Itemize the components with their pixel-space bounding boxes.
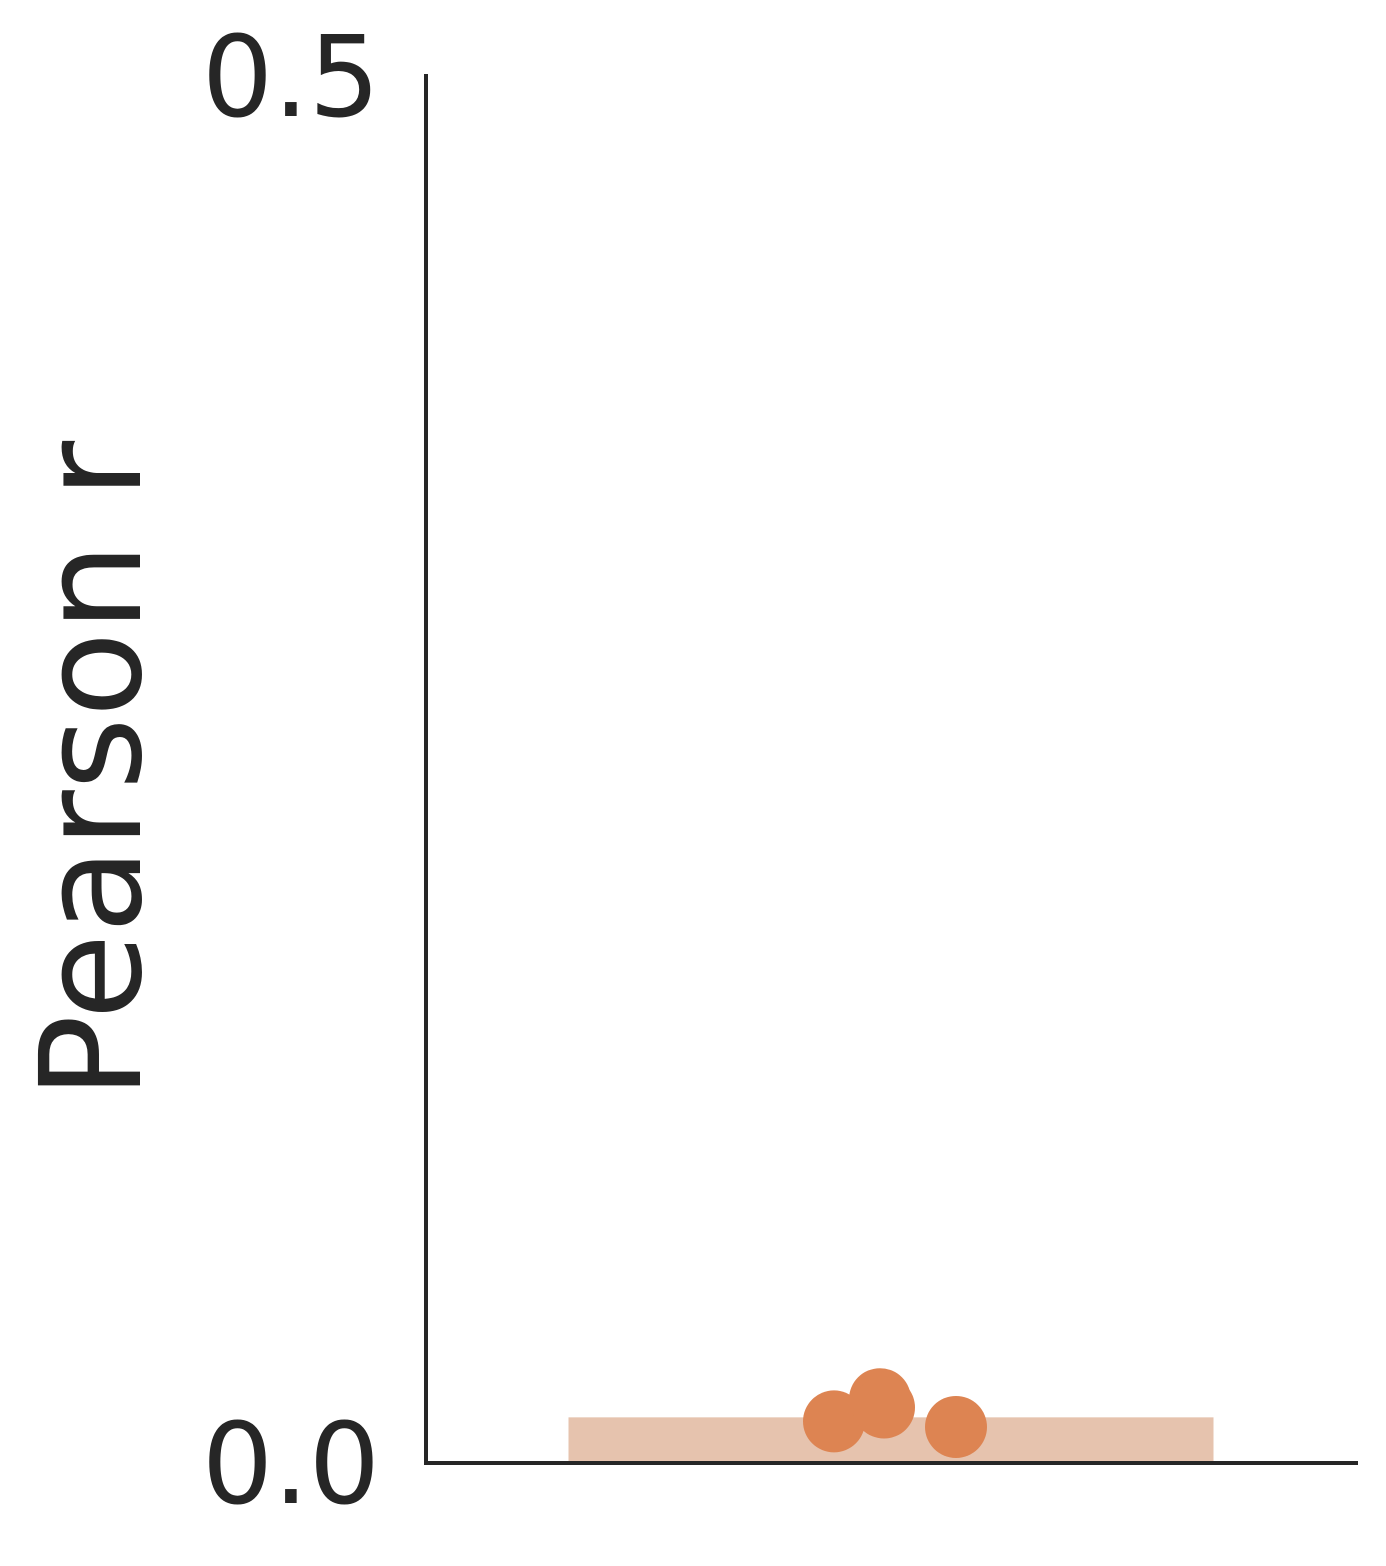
data-point [853, 1376, 915, 1439]
y-tick-labels: 0.0 0.5 [202, 13, 380, 1530]
data-points [803, 1368, 987, 1458]
y-tick-label: 0.0 [202, 1400, 380, 1530]
y-tick-label: 0.5 [202, 13, 380, 143]
y-axis-label: Pearson r [11, 440, 174, 1099]
data-point [925, 1395, 987, 1458]
y-axis-label-group: Pearson r [11, 440, 174, 1099]
data-point [803, 1390, 865, 1453]
